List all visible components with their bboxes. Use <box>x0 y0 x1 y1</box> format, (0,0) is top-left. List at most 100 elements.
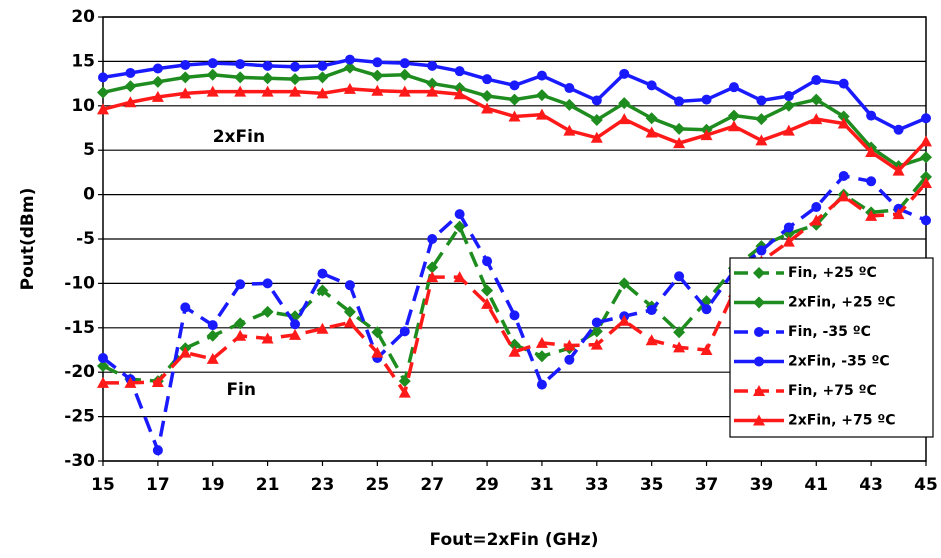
annotation: Fin <box>226 380 256 400</box>
marker <box>674 96 685 107</box>
marker <box>398 68 411 81</box>
marker <box>673 326 686 339</box>
marker <box>645 112 658 125</box>
marker <box>810 113 823 125</box>
marker <box>893 124 904 135</box>
marker <box>453 82 466 95</box>
marker <box>316 87 329 99</box>
marker <box>481 297 494 309</box>
marker <box>535 350 548 363</box>
marker <box>482 74 493 85</box>
marker <box>399 326 410 337</box>
marker <box>98 72 108 83</box>
x-tick-label: 17 <box>146 475 170 495</box>
marker <box>509 80 520 91</box>
marker <box>727 120 740 132</box>
marker <box>206 352 219 364</box>
marker <box>591 95 602 106</box>
marker <box>590 114 603 127</box>
marker <box>865 209 878 221</box>
marker <box>398 386 411 398</box>
marker <box>753 267 765 279</box>
marker <box>371 84 384 96</box>
marker <box>481 90 494 103</box>
marker <box>206 329 219 342</box>
marker <box>810 214 823 226</box>
marker <box>179 71 192 84</box>
marker <box>811 202 822 213</box>
legend-label: 2xFin, +75 ºC <box>788 413 896 429</box>
marker <box>591 317 602 328</box>
marker <box>235 279 246 290</box>
y-tick-label: -30 <box>64 451 95 471</box>
marker <box>124 376 137 388</box>
marker <box>674 271 685 282</box>
marker <box>399 58 410 69</box>
marker <box>344 54 355 65</box>
x-tick-label: 41 <box>804 475 828 495</box>
marker <box>180 59 191 70</box>
marker <box>837 190 850 202</box>
plot-frame <box>102 16 927 462</box>
marker <box>398 85 411 97</box>
marker <box>372 57 383 68</box>
annotation: 2xFin <box>213 127 265 147</box>
marker <box>151 90 164 102</box>
y-tick-label: -25 <box>64 407 95 427</box>
marker <box>866 176 877 187</box>
marker <box>261 332 274 344</box>
marker <box>618 97 631 110</box>
legend-box <box>729 257 934 438</box>
marker <box>755 134 768 146</box>
marker <box>508 110 521 122</box>
marker <box>344 280 355 291</box>
marker <box>289 73 302 86</box>
x-tick-label: 21 <box>256 475 280 495</box>
marker <box>206 68 219 81</box>
marker <box>782 124 795 136</box>
marker <box>837 110 850 123</box>
y-tick-label: 0 <box>83 185 95 205</box>
marker <box>753 296 765 309</box>
marker <box>645 334 658 346</box>
x-tick-label: 37 <box>695 475 719 495</box>
marker <box>673 137 686 149</box>
marker <box>482 256 493 267</box>
y-tick-label: -10 <box>64 273 95 293</box>
y-tick-label: 20 <box>71 7 95 27</box>
marker <box>316 71 329 84</box>
marker <box>98 352 108 363</box>
marker <box>619 68 630 79</box>
marker <box>427 234 438 244</box>
y-tick-label: -5 <box>76 229 95 249</box>
y-tick-label: 15 <box>71 51 95 71</box>
marker <box>97 103 109 115</box>
marker <box>921 215 931 226</box>
marker <box>151 75 164 88</box>
marker <box>180 302 191 313</box>
marker <box>343 316 356 328</box>
marker <box>262 278 273 289</box>
marker <box>754 327 764 337</box>
legend: Fin, +25 ºC 2xFin, +25 ºC Fin, -35 ºC 2xFin… <box>729 257 934 438</box>
x-tick-label: 45 <box>914 475 938 495</box>
marker <box>371 326 384 339</box>
marker <box>535 336 548 348</box>
marker <box>753 414 765 426</box>
marker <box>618 314 631 326</box>
y-tick-label: 10 <box>71 96 95 116</box>
marker <box>727 109 740 122</box>
marker <box>508 93 521 106</box>
marker <box>920 177 932 189</box>
y-tick-label: -15 <box>64 318 95 338</box>
marker <box>124 80 137 93</box>
x-tick-label: 19 <box>201 475 225 495</box>
legend-label: Fin, +25 ºC <box>788 265 877 281</box>
y-tick-label: 5 <box>83 140 95 160</box>
marker <box>234 85 247 97</box>
marker <box>179 346 192 358</box>
marker <box>234 71 247 84</box>
marker <box>207 58 218 69</box>
y-tick-label: -20 <box>64 362 95 382</box>
marker <box>783 91 794 102</box>
